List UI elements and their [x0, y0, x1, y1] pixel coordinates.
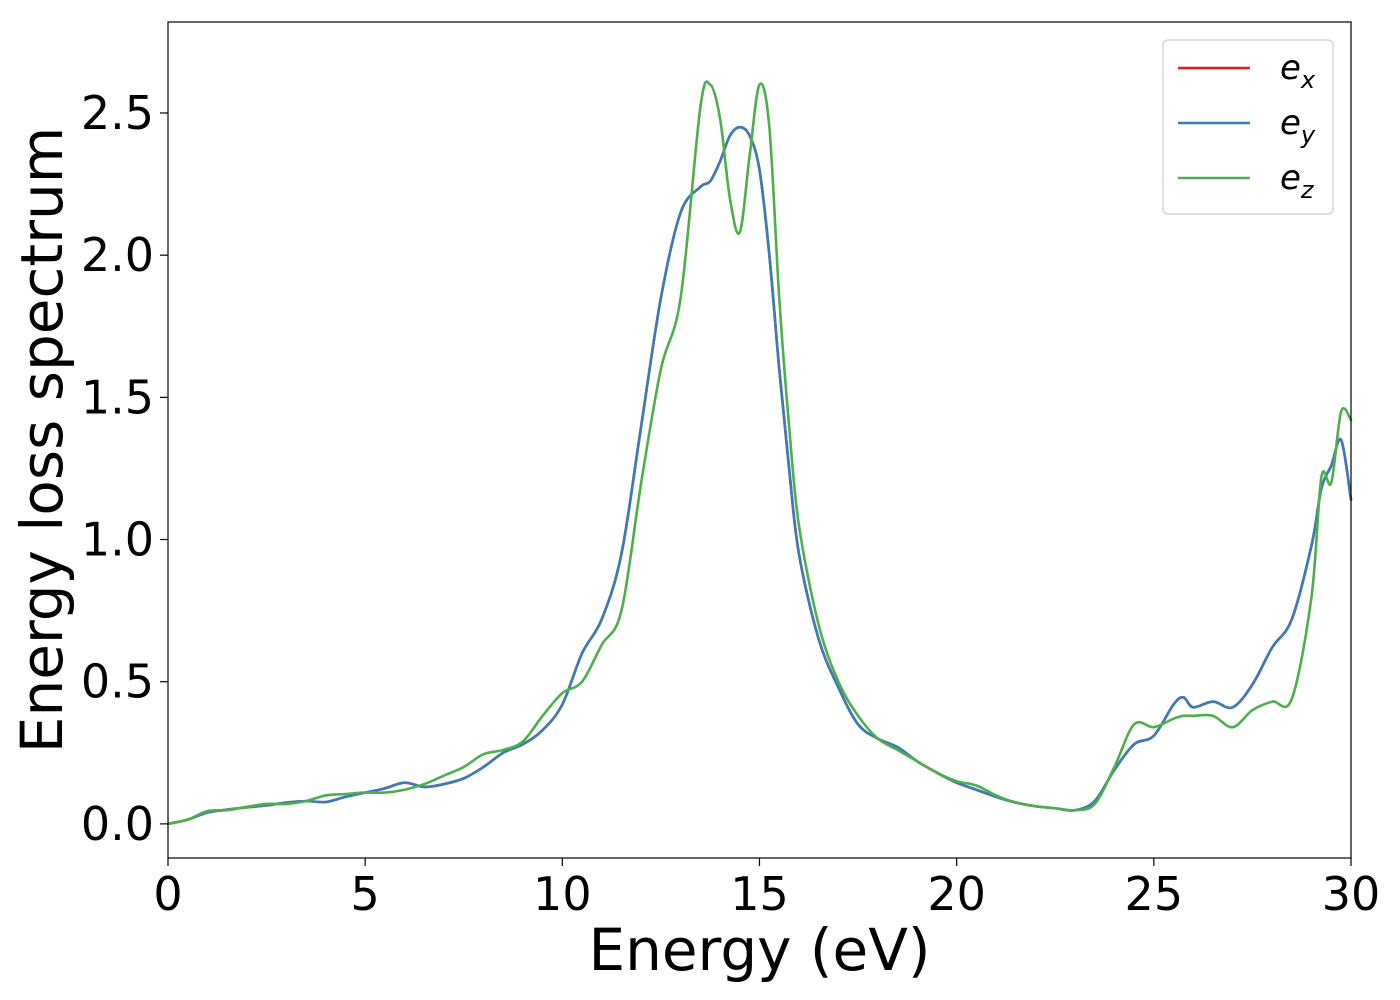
y-tick-label: 2.0	[81, 228, 154, 282]
y-tick-label: 1.0	[81, 513, 154, 567]
legend-label-z: ez	[1280, 158, 1315, 204]
legend-label-sub: x	[1300, 66, 1316, 94]
plot-area	[168, 22, 1351, 858]
y-tick-label: 0.5	[81, 655, 154, 709]
legend-label-base: e	[1280, 48, 1301, 88]
legend-label-base: e	[1280, 103, 1301, 143]
x-tick-label: 0	[153, 867, 182, 921]
legend-label-x: ex	[1280, 48, 1316, 94]
x-tick-label: 15	[730, 867, 789, 921]
y-axis: 0.0 0.5 1.0 1.5 2.0 2.5	[81, 86, 168, 851]
legend-label-y: ey	[1280, 103, 1316, 149]
y-tick-label: 0.0	[81, 797, 154, 851]
x-tick-label: 10	[533, 867, 592, 921]
x-tick-label: 25	[1125, 867, 1184, 921]
y-tick-label: 2.5	[81, 86, 154, 140]
legend-box	[1162, 39, 1334, 215]
series-line-z	[166, 80, 1353, 826]
legend-label-base: e	[1280, 158, 1301, 198]
series-layer	[166, 80, 1353, 826]
series-line-y	[166, 125, 1353, 826]
x-axis: 0 5 10 15 20 25 30	[153, 858, 1380, 921]
legend-label-sub: y	[1300, 121, 1316, 149]
x-axis-title: Energy (eV)	[588, 916, 930, 984]
plot-frame	[167, 21, 1352, 859]
x-tick-label: 20	[927, 867, 986, 921]
y-tick-label: 1.5	[81, 370, 154, 424]
x-tick-label: 30	[1322, 867, 1381, 921]
legend-label-sub: z	[1300, 176, 1315, 204]
x-tick-label: 5	[351, 867, 380, 921]
y-axis-title: Energy loss spectrum	[8, 127, 76, 753]
